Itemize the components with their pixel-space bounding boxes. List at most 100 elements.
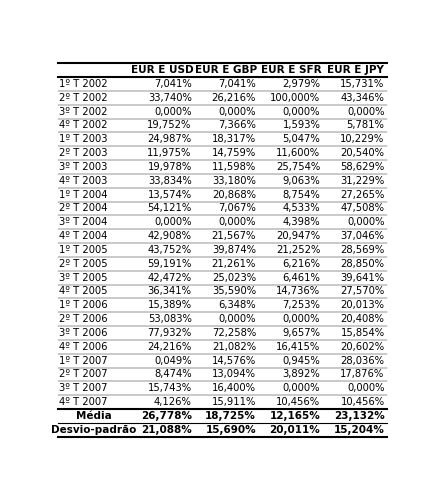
Text: 4º T 2002: 4º T 2002 (59, 120, 108, 131)
Text: 77,932%: 77,932% (148, 328, 192, 338)
Text: 4,126%: 4,126% (154, 397, 192, 407)
Text: 11,598%: 11,598% (212, 162, 256, 172)
Text: 7,253%: 7,253% (283, 300, 320, 310)
Text: 21,252%: 21,252% (276, 245, 320, 255)
Text: 36,341%: 36,341% (148, 287, 192, 297)
Text: 20,602%: 20,602% (340, 342, 385, 352)
Text: 0,000%: 0,000% (283, 383, 320, 394)
Text: 1,593%: 1,593% (283, 120, 320, 131)
Text: 15,911%: 15,911% (212, 397, 256, 407)
Text: 7,366%: 7,366% (218, 120, 256, 131)
Text: 19,978%: 19,978% (148, 162, 192, 172)
Text: 24,987%: 24,987% (148, 134, 192, 145)
Text: 2º T 2005: 2º T 2005 (59, 259, 108, 269)
Text: EUR E SFR: EUR E SFR (260, 65, 321, 75)
Text: 7,041%: 7,041% (154, 79, 192, 89)
Text: 21,082%: 21,082% (212, 342, 256, 352)
Text: 10,456%: 10,456% (340, 397, 385, 407)
Text: EUR E GBP: EUR E GBP (195, 65, 258, 75)
Text: 25,023%: 25,023% (212, 273, 256, 283)
Text: 33,180%: 33,180% (212, 176, 256, 186)
Text: 15,690%: 15,690% (205, 425, 256, 435)
Text: 2º T 2004: 2º T 2004 (59, 203, 108, 213)
Text: 53,083%: 53,083% (148, 314, 192, 324)
Text: 20,408%: 20,408% (341, 314, 385, 324)
Text: 14,736%: 14,736% (276, 287, 320, 297)
Text: 9,657%: 9,657% (282, 328, 320, 338)
Text: 5,047%: 5,047% (283, 134, 320, 145)
Text: 33,740%: 33,740% (148, 93, 192, 103)
Text: 0,000%: 0,000% (218, 106, 256, 117)
Text: 0,000%: 0,000% (347, 217, 385, 227)
Text: 15,743%: 15,743% (148, 383, 192, 394)
Text: 0,000%: 0,000% (218, 217, 256, 227)
Text: 39,641%: 39,641% (340, 273, 385, 283)
Text: 18,725%: 18,725% (205, 411, 256, 421)
Text: 1º T 2004: 1º T 2004 (59, 190, 108, 199)
Text: 6,461%: 6,461% (283, 273, 320, 283)
Text: 43,346%: 43,346% (341, 93, 385, 103)
Text: 3º T 2002: 3º T 2002 (59, 106, 108, 117)
Text: 13,574%: 13,574% (148, 190, 192, 199)
Text: 16,415%: 16,415% (276, 342, 320, 352)
Text: 11,600%: 11,600% (276, 148, 320, 158)
Text: EUR E JPY: EUR E JPY (327, 65, 384, 75)
Text: 23,132%: 23,132% (334, 411, 385, 421)
Text: 27,570%: 27,570% (340, 287, 385, 297)
Text: 4º T 2007: 4º T 2007 (59, 397, 108, 407)
Text: 6,348%: 6,348% (218, 300, 256, 310)
Text: 5,781%: 5,781% (347, 120, 385, 131)
Text: 13,094%: 13,094% (212, 369, 256, 380)
Text: 54,121%: 54,121% (148, 203, 192, 213)
Text: 18,317%: 18,317% (212, 134, 256, 145)
Text: 3º T 2004: 3º T 2004 (59, 217, 108, 227)
Text: 10,229%: 10,229% (340, 134, 385, 145)
Text: 11,975%: 11,975% (147, 148, 192, 158)
Text: 0,000%: 0,000% (347, 383, 385, 394)
Text: 1º T 2002: 1º T 2002 (59, 79, 108, 89)
Text: Média: Média (76, 411, 112, 421)
Text: 6,216%: 6,216% (282, 259, 320, 269)
Text: 17,876%: 17,876% (340, 369, 385, 380)
Text: 2º T 2006: 2º T 2006 (59, 314, 108, 324)
Text: 0,000%: 0,000% (283, 314, 320, 324)
Text: 2º T 2002: 2º T 2002 (59, 93, 108, 103)
Text: 14,759%: 14,759% (212, 148, 256, 158)
Text: 20,011%: 20,011% (270, 425, 320, 435)
Text: 37,046%: 37,046% (341, 231, 385, 241)
Text: 20,013%: 20,013% (341, 300, 385, 310)
Text: 28,850%: 28,850% (341, 259, 385, 269)
Text: 42,908%: 42,908% (148, 231, 192, 241)
Text: 2,979%: 2,979% (282, 79, 320, 89)
Text: 1º T 2007: 1º T 2007 (59, 355, 108, 366)
Text: 14,576%: 14,576% (212, 355, 256, 366)
Text: 15,389%: 15,389% (148, 300, 192, 310)
Text: 72,258%: 72,258% (212, 328, 256, 338)
Text: 35,590%: 35,590% (212, 287, 256, 297)
Text: 12,165%: 12,165% (270, 411, 320, 421)
Text: 0,000%: 0,000% (154, 217, 192, 227)
Text: 2º T 2003: 2º T 2003 (59, 148, 108, 158)
Text: 21,261%: 21,261% (212, 259, 256, 269)
Text: 4º T 2003: 4º T 2003 (59, 176, 108, 186)
Text: 3º T 2007: 3º T 2007 (59, 383, 108, 394)
Text: 8,754%: 8,754% (283, 190, 320, 199)
Text: 20,540%: 20,540% (341, 148, 385, 158)
Text: 15,204%: 15,204% (334, 425, 385, 435)
Text: 100,000%: 100,000% (270, 93, 320, 103)
Text: 3,892%: 3,892% (283, 369, 320, 380)
Text: 3º T 2006: 3º T 2006 (59, 328, 108, 338)
Text: 58,629%: 58,629% (340, 162, 385, 172)
Text: 28,036%: 28,036% (341, 355, 385, 366)
Text: 25,754%: 25,754% (276, 162, 320, 172)
Text: 1º T 2003: 1º T 2003 (59, 134, 108, 145)
Text: 4º T 2004: 4º T 2004 (59, 231, 108, 241)
Text: 24,216%: 24,216% (148, 342, 192, 352)
Text: 20,947%: 20,947% (276, 231, 320, 241)
Text: 26,778%: 26,778% (141, 411, 192, 421)
Text: 0,000%: 0,000% (283, 106, 320, 117)
Text: Desvio-padrão: Desvio-padrão (51, 425, 137, 435)
Text: 3º T 2003: 3º T 2003 (59, 162, 108, 172)
Text: 39,874%: 39,874% (212, 245, 256, 255)
Text: 33,834%: 33,834% (148, 176, 192, 186)
